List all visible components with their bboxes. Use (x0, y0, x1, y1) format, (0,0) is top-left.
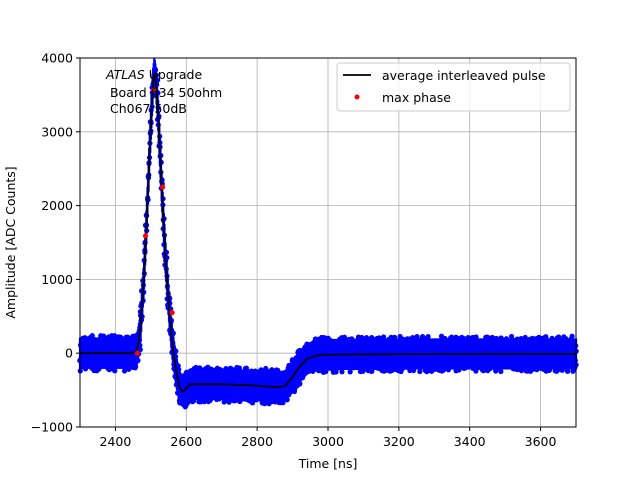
sample-point (473, 334, 479, 340)
max-phase-point (151, 87, 157, 94)
sample-point (569, 333, 575, 339)
sample-point (89, 333, 95, 339)
sample-point (339, 369, 345, 375)
average-pulse-series (80, 72, 576, 393)
max-phase-point (169, 310, 175, 316)
x-tick-label: 2600 (170, 434, 202, 449)
sample-point (173, 348, 179, 354)
sample-point (484, 334, 490, 340)
max-phase-point (159, 184, 166, 190)
sample-point (297, 381, 303, 387)
annotation-channel: Ch067 50dB (106, 101, 187, 116)
average-pulse-line (80, 72, 576, 393)
legend-average-label: average interleaved pulse (382, 68, 546, 83)
annotation-board: Board 634 50ohm (106, 85, 222, 100)
sample-point (498, 368, 504, 375)
sample-point (381, 334, 387, 340)
sample-point (508, 333, 515, 340)
sample-point (417, 368, 423, 375)
y-tick-label: 2000 (41, 198, 73, 213)
sample-point (243, 365, 250, 371)
x-tick-label: 3000 (312, 434, 344, 449)
x-axis-ticks: 2400 2600 2800 3000 3200 3400 3600 (100, 427, 557, 449)
y-tick-label: 1000 (41, 272, 73, 287)
sample-point (137, 346, 143, 353)
x-tick-label: 3400 (454, 434, 486, 449)
sample-point (250, 400, 256, 406)
y-tick-label: −1000 (31, 420, 73, 435)
atlas-annotation: ATLAS Upgrade Board 634 50ohm Ch067 50dB (105, 67, 222, 116)
sample-point (135, 357, 141, 364)
y-tick-label: 0 (65, 346, 73, 361)
sample-point (112, 368, 118, 374)
legend: average interleaved pulse max phase (336, 62, 571, 112)
legend-max-phase-swatch (354, 94, 360, 100)
x-tick-label: 3600 (525, 434, 557, 449)
sample-point (121, 368, 128, 374)
sample-point (369, 368, 375, 374)
y-tick-label: 3000 (41, 124, 73, 139)
legend-box (336, 62, 571, 112)
sample-point (341, 334, 348, 340)
sample-point (347, 369, 353, 375)
annotation-upgrade: Upgrade (145, 67, 203, 82)
x-tick-label: 3200 (383, 434, 415, 449)
sample-point (425, 333, 431, 340)
sample-point (564, 368, 571, 374)
max-phase-series (134, 87, 175, 356)
x-tick-label: 2400 (100, 434, 132, 449)
y-tick-label: 4000 (41, 51, 73, 66)
x-axis-title: Time [ns] (298, 456, 358, 471)
y-axis-title: Amplitude [ADC Counts] (3, 166, 18, 318)
x-tick-label: 2800 (241, 434, 273, 449)
svg-text:ATLAS Upgrade: ATLAS Upgrade (105, 67, 202, 82)
annotation-atlas: ATLAS (105, 67, 145, 82)
legend-max-phase-label: max phase (382, 90, 451, 105)
sample-point (284, 397, 290, 403)
y-axis-ticks: −1000 0 1000 2000 3000 4000 (31, 51, 80, 435)
max-phase-point (134, 350, 140, 356)
max-phase-point (142, 233, 149, 239)
